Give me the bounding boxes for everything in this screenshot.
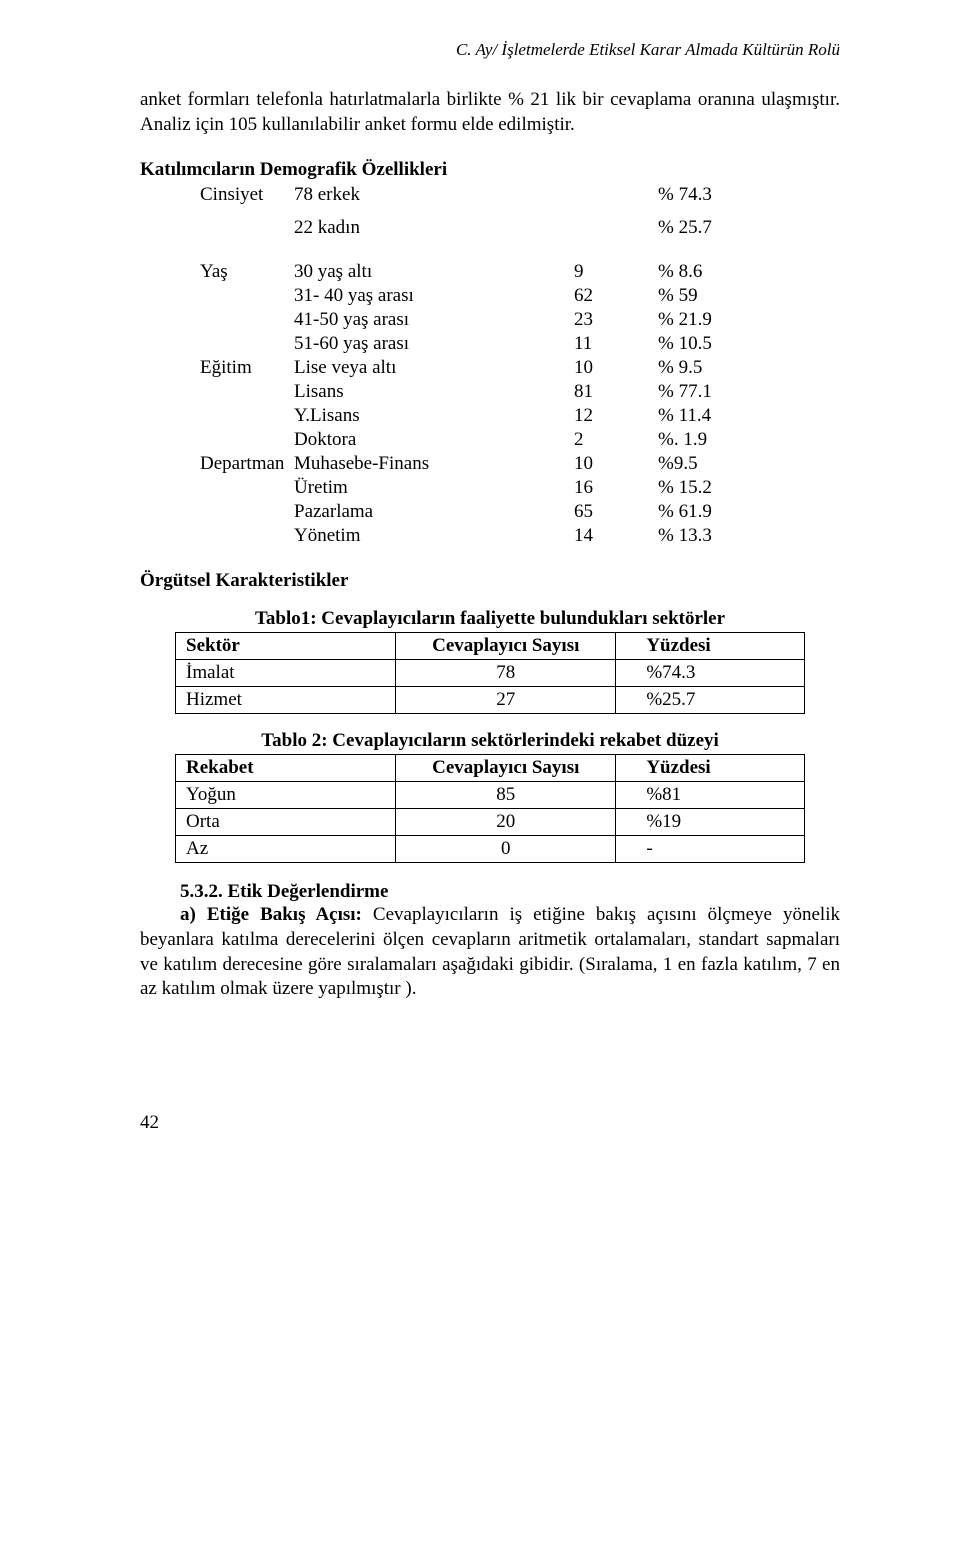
demog-pct: % 15.2: [658, 476, 840, 500]
table-cell: 85: [396, 782, 616, 809]
demog-label: 41-50 yaş arası: [294, 308, 574, 332]
demog-cat: Cinsiyet: [140, 183, 294, 216]
demog-n: 16: [574, 476, 658, 500]
demog-pct: % 10.5: [658, 332, 840, 356]
demog-pct: %. 1.9: [658, 428, 840, 452]
demog-pct: % 25.7: [658, 216, 840, 249]
table-header: Sektör: [176, 633, 396, 660]
table-header: Yüzdesi: [616, 755, 805, 782]
demog-n: 2: [574, 428, 658, 452]
demog-n: 12: [574, 404, 658, 428]
demog-cat: Departman: [140, 452, 294, 476]
table-row: İmalat 78 %74.3: [176, 660, 805, 687]
demog-pct: % 9.5: [658, 356, 840, 380]
demog-n: 14: [574, 524, 658, 548]
table-cell: Hizmet: [176, 687, 396, 714]
table-cell: 78: [396, 660, 616, 687]
table-row: Orta 20 %19: [176, 809, 805, 836]
demog-n: 10: [574, 452, 658, 476]
demog-label: Y.Lisans: [294, 404, 574, 428]
etik-paragraph: a) Etiğe Bakış Açısı: Cevaplayıcıların i…: [140, 903, 840, 1002]
table-cell: 0: [396, 836, 616, 863]
table-cell: İmalat: [176, 660, 396, 687]
table-cell: Az: [176, 836, 396, 863]
demog-n: 23: [574, 308, 658, 332]
etik-label: a) Etiğe Bakış Açısı:: [180, 904, 362, 925]
page-number: 42: [140, 1112, 840, 1134]
demog-label: Yönetim: [294, 524, 574, 548]
table-cell: %19: [616, 809, 805, 836]
demog-label: Lise veya altı: [294, 356, 574, 380]
table-header: Cevaplayıcı Sayısı: [396, 633, 616, 660]
demog-cat: Eğitim: [140, 356, 294, 380]
intro-paragraph: anket formları telefonla hatırlatmalarla…: [140, 88, 840, 137]
table-cell: Orta: [176, 809, 396, 836]
demog-label: Muhasebe-Finans: [294, 452, 574, 476]
demog-cat: Yaş: [140, 249, 294, 284]
table-row: Hizmet 27 %25.7: [176, 687, 805, 714]
demog-pct: % 77.1: [658, 380, 840, 404]
demog-label: Üretim: [294, 476, 574, 500]
demog-n: 11: [574, 332, 658, 356]
demog-pct: % 74.3: [658, 183, 840, 216]
demog-n: 81: [574, 380, 658, 404]
demog-n: 65: [574, 500, 658, 524]
demog-label: Lisans: [294, 380, 574, 404]
org-characteristics-title: Örgütsel Karakteristikler: [140, 570, 840, 592]
demog-n: 62: [574, 284, 658, 308]
demog-label: 22 kadın: [294, 216, 574, 249]
table-cell: 27: [396, 687, 616, 714]
table1: Sektör Cevaplayıcı Sayısı Yüzdesi İmalat…: [175, 632, 805, 714]
demographics-title: Katılımcıların Demografik Özellikleri: [140, 159, 840, 181]
demog-label: Pazarlama: [294, 500, 574, 524]
demog-label: Doktora: [294, 428, 574, 452]
demog-label: 51-60 yaş arası: [294, 332, 574, 356]
table-row: Yoğun 85 %81: [176, 782, 805, 809]
etik-section-number: 5.3.2. Etik Değerlendirme: [140, 881, 840, 903]
demog-label: 31- 40 yaş arası: [294, 284, 574, 308]
demog-pct: % 59: [658, 284, 840, 308]
demog-pct: % 11.4: [658, 404, 840, 428]
table-cell: %25.7: [616, 687, 805, 714]
demog-pct: % 8.6: [658, 249, 840, 284]
table-cell: -: [616, 836, 805, 863]
demog-n: 10: [574, 356, 658, 380]
running-header: C. Ay/ İşletmelerde Etiksel Karar Almada…: [140, 40, 840, 60]
table-cell: %81: [616, 782, 805, 809]
table-cell: Yoğun: [176, 782, 396, 809]
demog-n: 9: [574, 249, 658, 284]
table-header: Yüzdesi: [616, 633, 805, 660]
demog-pct: % 61.9: [658, 500, 840, 524]
table1-caption: Tablo1: Cevaplayıcıların faaliyette bulu…: [140, 608, 840, 630]
demog-pct: % 21.9: [658, 308, 840, 332]
demog-pct: %9.5: [658, 452, 840, 476]
table-header: Cevaplayıcı Sayısı: [396, 755, 616, 782]
table-header: Rekabet: [176, 755, 396, 782]
demog-label: 78 erkek: [294, 183, 574, 216]
table2-caption: Tablo 2: Cevaplayıcıların sektörlerindek…: [140, 730, 840, 752]
table-row: Az 0 -: [176, 836, 805, 863]
table2: Rekabet Cevaplayıcı Sayısı Yüzdesi Yoğun…: [175, 754, 805, 863]
demog-pct: % 13.3: [658, 524, 840, 548]
demographics-table: Cinsiyet 78 erkek % 74.3 22 kadın % 25.7…: [140, 183, 840, 548]
table-cell: %74.3: [616, 660, 805, 687]
table-cell: 20: [396, 809, 616, 836]
demog-label: 30 yaş altı: [294, 249, 574, 284]
